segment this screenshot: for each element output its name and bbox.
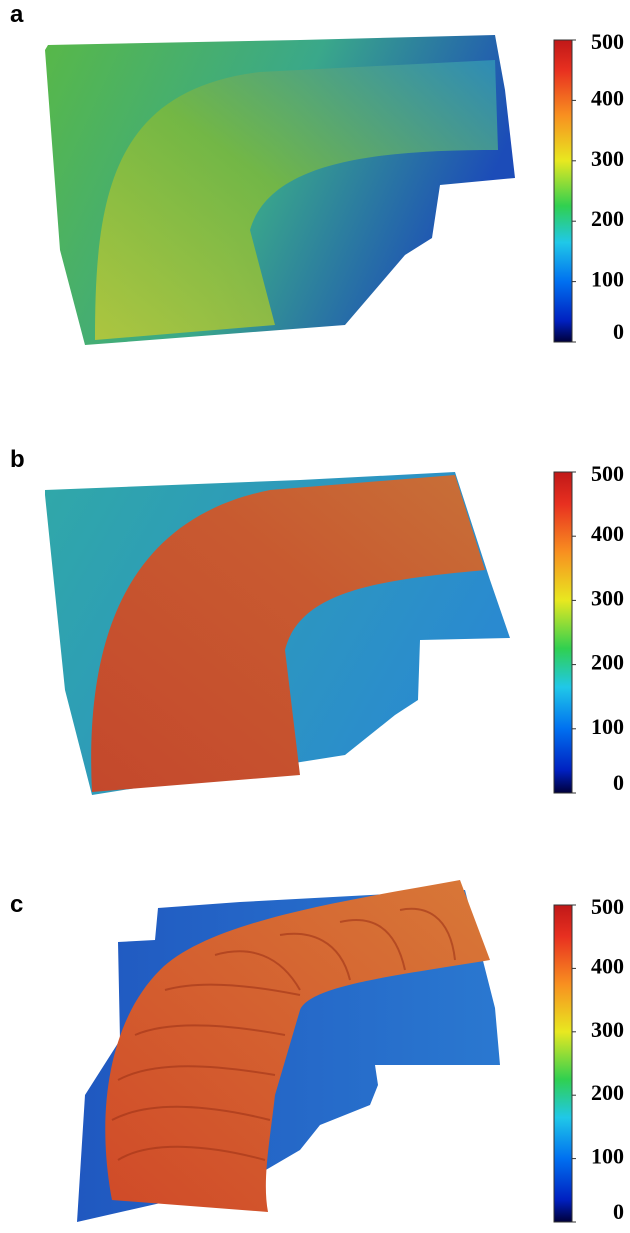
colorbar-tick-label: 100 <box>591 267 624 292</box>
colorbar-tick-label: 400 <box>591 953 624 978</box>
panel-label: c <box>10 891 23 918</box>
colorbar <box>554 40 572 342</box>
colorbar-tick-label: 200 <box>591 206 624 231</box>
colorbar-tick-label: 300 <box>591 146 624 171</box>
colorbar-tick-label: 200 <box>591 650 624 675</box>
figure: a 0 100 200 300 400 500 b 0 100 200 300 400 500 c 0 100 2… <box>0 0 630 1233</box>
colorbar-tick-label: 400 <box>591 521 624 546</box>
colorbar-tick-label: 100 <box>591 1144 624 1169</box>
colorbar-tick-label: 300 <box>591 1017 624 1042</box>
colorbar-tick-label: 0 <box>613 1199 624 1224</box>
colorbar-tick-label: 300 <box>591 585 624 610</box>
colorbar <box>554 905 572 1222</box>
colorbar-tick-label: 400 <box>591 85 624 110</box>
panel-b <box>45 472 510 795</box>
colorbar-tick-label: 0 <box>613 319 624 344</box>
panel-label: b <box>10 446 25 473</box>
panel-c <box>77 880 500 1222</box>
colorbar-tick-label: 200 <box>591 1080 624 1105</box>
panel-a <box>45 35 515 345</box>
colorbar-tick-label: 500 <box>591 461 624 486</box>
panel-label: a <box>10 1 24 28</box>
colorbar-tick-label: 500 <box>591 29 624 54</box>
colorbar-tick-label: 0 <box>613 770 624 795</box>
colorbar <box>554 472 572 793</box>
colorbar-tick-label: 100 <box>591 714 624 739</box>
colorbar-tick-label: 500 <box>591 894 624 919</box>
